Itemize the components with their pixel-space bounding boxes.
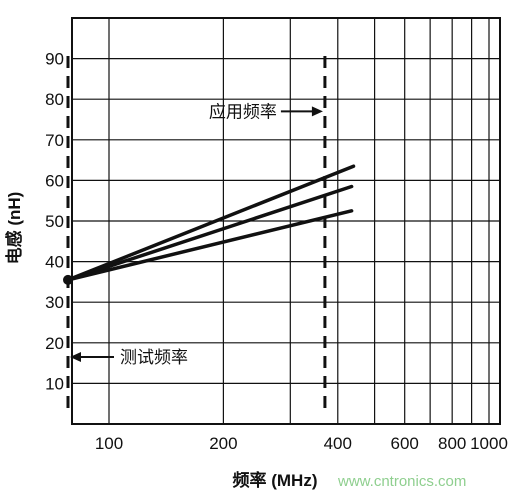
x-tick-label: 800 <box>438 434 466 453</box>
grid <box>72 18 500 424</box>
annotation-arrowhead <box>69 352 81 363</box>
y-tick-label: 30 <box>45 293 64 312</box>
plot-frame <box>71 17 501 425</box>
x-tick-label: 200 <box>209 434 237 453</box>
y-tick-labels: 10 20 30 40 50 60 70 80 90 <box>45 50 64 394</box>
x-tick-labels: 100 200 400 600 800 1000 <box>95 434 508 453</box>
y-tick-label: 20 <box>45 334 64 353</box>
y-tick-label: 10 <box>45 374 64 393</box>
y-tick-label: 80 <box>45 90 64 109</box>
x-axis-label: 频率 (MHz) <box>233 470 318 490</box>
y-tick-label: 90 <box>45 50 64 69</box>
start-point-marker <box>62 274 73 285</box>
x-tick-label: 600 <box>391 434 419 453</box>
watermark-text: www.cntronics.com <box>337 473 466 490</box>
annotation-label: 测试频率 <box>120 348 188 367</box>
x-tick-label: 400 <box>324 434 352 453</box>
x-tick-label: 1000 <box>470 434 508 453</box>
y-tick-label: 50 <box>45 212 64 231</box>
series-line <box>66 184 354 282</box>
y-tick-label: 70 <box>45 131 64 150</box>
x-tick-label: 100 <box>95 434 123 453</box>
series-line <box>66 164 356 282</box>
series-lines <box>62 164 356 285</box>
y-axis-label: 电感 (nH) <box>4 192 24 265</box>
y-tick-label: 40 <box>45 253 64 272</box>
series-line <box>66 209 354 282</box>
annotation-label: 应用频率 <box>209 102 277 121</box>
annotation-arrowhead <box>311 106 323 117</box>
frequency-markers <box>66 56 327 414</box>
y-tick-label: 60 <box>45 171 64 190</box>
